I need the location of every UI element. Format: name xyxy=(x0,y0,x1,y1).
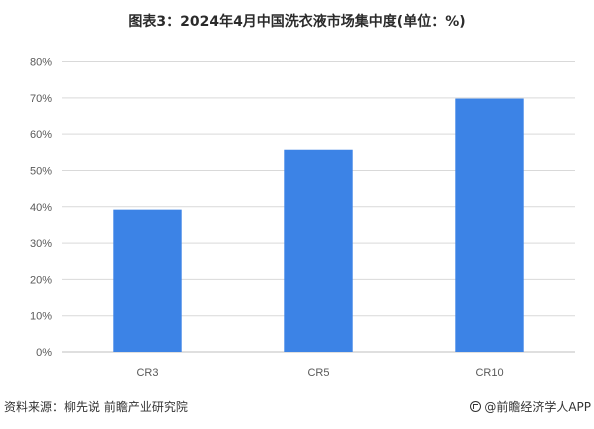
x-category-label: CR10 xyxy=(475,367,503,379)
bar-cr10 xyxy=(455,98,524,352)
x-category-label: CR3 xyxy=(136,367,158,379)
chart-title: 图表3：2024年4月中国洗衣液市场集中度(单位：%) xyxy=(128,14,466,30)
bar-cr3 xyxy=(113,209,182,352)
x-category-label: CR5 xyxy=(307,367,329,379)
qianzhan-logo-icon xyxy=(470,401,482,412)
y-tick-label: 70% xyxy=(30,93,52,105)
brand-credit-text: @前瞻经济学人APP xyxy=(484,400,591,414)
y-tick-label: 20% xyxy=(30,274,52,286)
x-axis-categories: CR3 CR5 CR10 xyxy=(136,367,503,379)
y-tick-label: 10% xyxy=(30,311,52,323)
y-tick-label: 0% xyxy=(36,347,52,359)
y-tick-label: 30% xyxy=(30,238,52,250)
brand-credit: @前瞻经济学人APP xyxy=(470,398,591,415)
bar-layer xyxy=(113,98,524,352)
y-tick-label: 40% xyxy=(30,202,52,214)
y-axis-ticks: 0% 10% 20% 30% 40% 50% 60% 70% 80% xyxy=(30,57,52,360)
y-tick-label: 60% xyxy=(30,129,52,141)
y-tick-label: 50% xyxy=(30,165,52,177)
bar-cr5 xyxy=(284,149,353,352)
y-tick-label: 80% xyxy=(30,57,52,69)
source-note: 资料来源：柳先说 前瞻产业研究院 xyxy=(4,400,188,414)
